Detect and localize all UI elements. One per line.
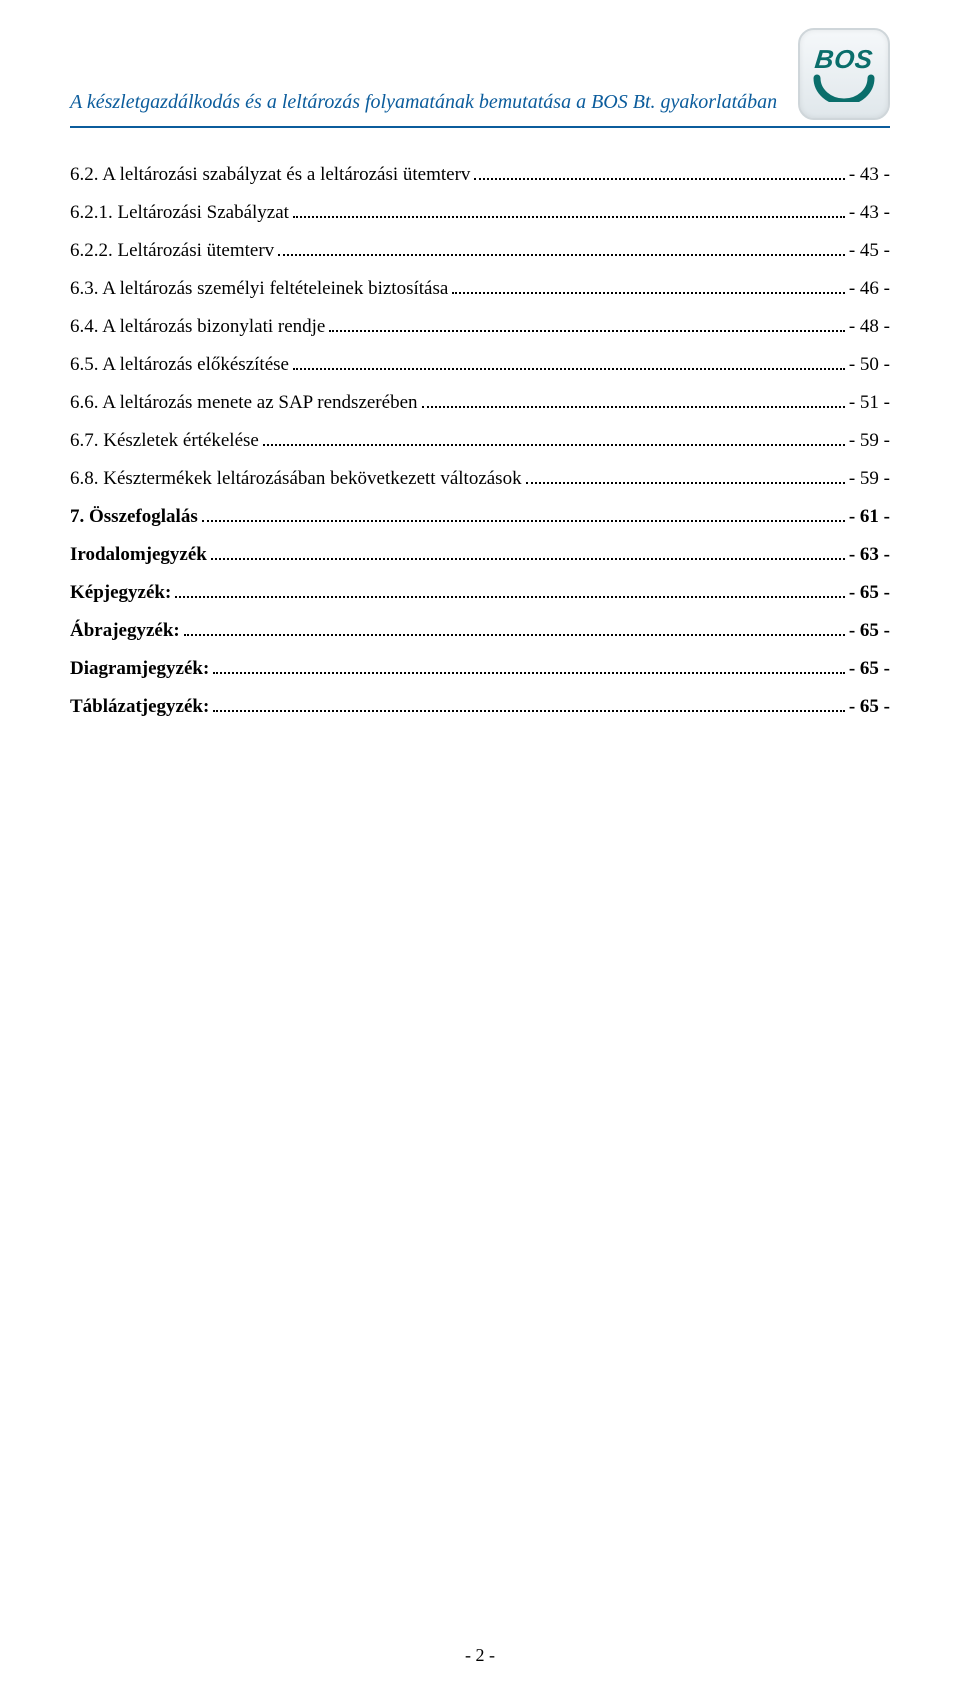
toc-leader-dots bbox=[184, 619, 845, 636]
toc-entry: 6.4. A leltározás bizonylati rendje - 48… bbox=[70, 308, 890, 346]
toc-page: - 65 - bbox=[849, 612, 890, 650]
toc-page: - 51 - bbox=[849, 384, 890, 422]
toc-page: - 45 - bbox=[849, 232, 890, 270]
toc-page: - 61 - bbox=[849, 498, 890, 536]
toc-entry: Irodalomjegyzék - 63 - bbox=[70, 536, 890, 574]
toc-leader-dots bbox=[474, 163, 844, 180]
logo-text: BOS bbox=[814, 46, 875, 72]
toc-label: 7. Összefoglalás bbox=[70, 498, 198, 536]
toc-page: - 50 - bbox=[849, 346, 890, 384]
logo-arc-icon bbox=[813, 74, 875, 102]
toc-label: 6.8. Késztermékek leltározásában bekövet… bbox=[70, 460, 522, 498]
toc-label: 6.2. A leltározási szabályzat és a leltá… bbox=[70, 156, 470, 194]
toc-leader-dots bbox=[422, 391, 845, 408]
toc-label: Ábrajegyzék: bbox=[70, 612, 180, 650]
toc-leader-dots bbox=[452, 277, 845, 294]
toc-leader-dots bbox=[263, 429, 845, 446]
toc-leader-dots bbox=[278, 239, 845, 256]
toc-label: Képjegyzék: bbox=[70, 574, 171, 612]
toc-leader-dots bbox=[202, 505, 845, 522]
toc-entry: 7. Összefoglalás - 61 - bbox=[70, 498, 890, 536]
toc-entry: 6.7. Készletek értékelése - 59 - bbox=[70, 422, 890, 460]
page-number: - 2 - bbox=[0, 1645, 960, 1666]
toc-label: 6.6. A leltározás menete az SAP rendszer… bbox=[70, 384, 418, 422]
toc-label: 6.3. A leltározás személyi feltételeinek… bbox=[70, 270, 448, 308]
toc-label: 6.4. A leltározás bizonylati rendje bbox=[70, 308, 325, 346]
toc-leader-dots bbox=[329, 315, 844, 332]
toc-entry: Táblázatjegyzék: - 65 - bbox=[70, 688, 890, 726]
toc-entry: 6.8. Késztermékek leltározásában bekövet… bbox=[70, 460, 890, 498]
toc-page: - 43 - bbox=[849, 156, 890, 194]
toc-label: Diagramjegyzék: bbox=[70, 650, 209, 688]
toc-leader-dots bbox=[293, 201, 845, 218]
toc-label: 6.2.1. Leltározási Szabályzat bbox=[70, 194, 289, 232]
document-page: A készletgazdálkodás és a leltározás fol… bbox=[0, 0, 960, 1704]
toc-leader-dots bbox=[175, 581, 845, 598]
toc-entry: Diagramjegyzék: - 65 - bbox=[70, 650, 890, 688]
toc-leader-dots bbox=[526, 467, 845, 484]
toc-page: - 59 - bbox=[849, 422, 890, 460]
toc-page: - 63 - bbox=[849, 536, 890, 574]
header-title: A készletgazdálkodás és a leltározás fol… bbox=[70, 89, 786, 120]
toc-leader-dots bbox=[213, 695, 845, 712]
toc-leader-dots bbox=[211, 543, 845, 560]
toc-page: - 46 - bbox=[849, 270, 890, 308]
toc-entry: 6.5. A leltározás előkészítése - 50 - bbox=[70, 346, 890, 384]
toc-entry: Képjegyzék: - 65 - bbox=[70, 574, 890, 612]
page-header: A készletgazdálkodás és a leltározás fol… bbox=[70, 28, 890, 120]
toc-label: Irodalomjegyzék bbox=[70, 536, 207, 574]
toc-entry: 6.2.2. Leltározási ütemterv - 45 - bbox=[70, 232, 890, 270]
toc-page: - 65 - bbox=[849, 688, 890, 726]
header-rule bbox=[70, 126, 890, 128]
toc-label: 6.2.2. Leltározási ütemterv bbox=[70, 232, 274, 270]
table-of-contents: 6.2. A leltározási szabályzat és a leltá… bbox=[70, 156, 890, 726]
toc-label: 6.5. A leltározás előkészítése bbox=[70, 346, 289, 384]
toc-page: - 43 - bbox=[849, 194, 890, 232]
toc-entry: 6.2. A leltározási szabályzat és a leltá… bbox=[70, 156, 890, 194]
toc-leader-dots bbox=[213, 657, 845, 674]
toc-entry: 6.6. A leltározás menete az SAP rendszer… bbox=[70, 384, 890, 422]
toc-label: 6.7. Készletek értékelése bbox=[70, 422, 259, 460]
toc-label: Táblázatjegyzék: bbox=[70, 688, 209, 726]
logo: BOS bbox=[798, 28, 890, 120]
toc-page: - 59 - bbox=[849, 460, 890, 498]
toc-entry: 6.3. A leltározás személyi feltételeinek… bbox=[70, 270, 890, 308]
toc-leader-dots bbox=[293, 353, 845, 370]
toc-entry: 6.2.1. Leltározási Szabályzat - 43 - bbox=[70, 194, 890, 232]
toc-page: - 65 - bbox=[849, 650, 890, 688]
toc-page: - 48 - bbox=[849, 308, 890, 346]
toc-page: - 65 - bbox=[849, 574, 890, 612]
toc-entry: Ábrajegyzék: - 65 - bbox=[70, 612, 890, 650]
